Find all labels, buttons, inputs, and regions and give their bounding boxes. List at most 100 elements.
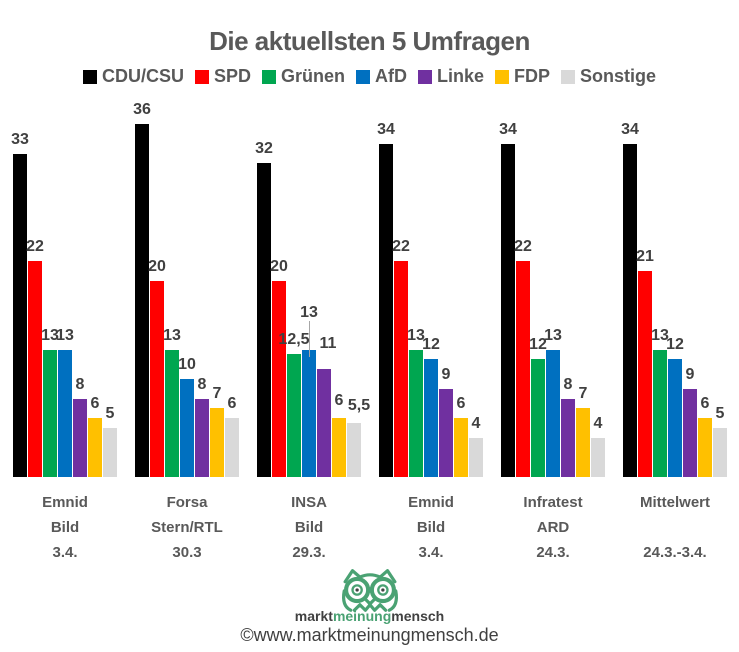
x-label-line: Forsa [166, 494, 208, 511]
bar-value-label: 6 [334, 392, 344, 409]
bar-fdp: 6 [88, 396, 102, 477]
chart-legend: CDU/CSU SPD Grünen AfD Linke FDP Sonstige [0, 66, 739, 87]
bar-value-label: 20 [148, 258, 166, 275]
legend-item-cdu-csu: CDU/CSU [82, 66, 184, 87]
bar-value-label: 4 [471, 415, 481, 432]
bar-value-label: 20 [270, 258, 288, 275]
bar-cdu-csu: 33 [11, 132, 29, 477]
bar-value-label: 13 [56, 327, 74, 344]
bar-group-insa-3: 32 20 12,5 13 11 6 5,5 [255, 141, 370, 477]
bar-group-emnid-1: 33 22 13 13 8 6 5 [11, 132, 117, 477]
bar-afd: 13 [300, 305, 318, 477]
bar-value-label: 9 [441, 366, 451, 383]
bar-fdp: 7 [210, 386, 224, 477]
bar-value-label: 6 [90, 395, 100, 412]
bar-chart: 33 22 13 13 8 6 5 36 20 13 10 8 7 6 32 20 12,5 13 11 6 5,5 34… [0, 99, 739, 477]
legend-item-fdp: FDP [495, 66, 550, 87]
x-label-line: 3.4. [418, 544, 444, 561]
x-label-line: INSA [291, 494, 327, 511]
x-label-emnid-4: Emnid Bild 3.4. [379, 490, 483, 565]
bar-fdp: 6 [332, 393, 346, 477]
bar-value-label: 11 [319, 335, 337, 352]
x-label-forsa-2: Forsa Stern/RTL 30.3 [135, 490, 239, 565]
x-label-line: 30.3 [172, 544, 202, 561]
bar-group-emnid-4: 34 22 13 12 9 6 4 [377, 122, 483, 477]
bar-value-label: 5 [715, 405, 725, 422]
x-label-line: Infratest [523, 494, 583, 511]
bar-fdp: 7 [576, 386, 590, 477]
poll-chart-page: Die aktuellsten 5 Umfragen CDU/CSU SPD Grü… [0, 26, 739, 652]
chart-title: Die aktuellsten 5 Umfragen [209, 26, 530, 56]
bar-gr-nen: 13 [41, 328, 59, 477]
bar-spd: 22 [26, 239, 44, 477]
legend-swatch-icon [418, 69, 432, 84]
bar-value-label: 22 [26, 238, 44, 255]
bar-linke: 11 [317, 336, 336, 477]
bar-value-label: 13 [300, 304, 318, 321]
bar-linke: 9 [439, 367, 453, 477]
x-label-line: Bild [416, 519, 446, 536]
bar-value-label: 13 [651, 327, 669, 344]
bar-fdp: 6 [454, 396, 468, 477]
x-label-line [623, 515, 727, 540]
x-label-line: Bild [50, 519, 80, 536]
bar-afd: 12 [666, 337, 684, 477]
bar-group-forsa-2: 36 20 13 10 8 7 6 [133, 102, 239, 477]
legend-swatch-icon [82, 69, 97, 84]
brand-part-mensch: mensch [391, 608, 445, 624]
bar-value-label: 9 [685, 366, 695, 383]
x-label-line: ARD [536, 519, 570, 536]
bar-value-label: 33 [11, 131, 29, 148]
legend-item-linke: Linke [418, 66, 484, 87]
bar-afd: 13 [544, 328, 562, 477]
brand-wordmark: marktmeinungmensch [0, 608, 739, 624]
x-label-line: Emnid [408, 494, 454, 511]
bar-value-label: 36 [133, 101, 151, 118]
legend-item-sonstige: Sonstige [561, 66, 656, 87]
legend-label: Grünen [280, 66, 345, 86]
x-label-line: 29.3. [292, 544, 326, 561]
bar-value-label: 10 [178, 356, 196, 373]
bar-group-infratest-5: 34 22 12 13 8 7 4 [499, 122, 605, 477]
brand-part-markt: markt [294, 608, 333, 624]
label-leader-line [309, 321, 310, 357]
bar-sonstige: 5 [713, 406, 727, 477]
legend-swatch-icon [561, 69, 576, 84]
x-label-line: Stern/RTL [151, 519, 223, 536]
bar-sonstige: 4 [469, 416, 483, 477]
bar-spd: 20 [148, 259, 166, 477]
bar-value-label: 12 [529, 336, 547, 353]
bar-spd: 20 [270, 259, 288, 477]
footer: marktmeinungmensch ©www.marktmeinungmens… [0, 567, 739, 646]
legend-swatch-icon [194, 69, 209, 84]
bar-cdu-csu: 34 [621, 122, 639, 477]
legend-swatch-icon [261, 69, 276, 84]
bar-value-label: 6 [456, 395, 466, 412]
bar-fdp: 6 [698, 396, 712, 477]
bar-value-label: 8 [197, 376, 207, 393]
bar-gr-nen: 13 [651, 328, 669, 477]
bar-afd: 10 [178, 357, 196, 477]
bar-value-label: 5,5 [347, 397, 371, 414]
bar-gr-nen: 13 [163, 328, 181, 477]
bar-sonstige: 5 [103, 406, 117, 477]
legend-swatch-icon [495, 69, 510, 84]
legend-item-gr-nen: Grünen [261, 66, 345, 87]
bar-value-label: 6 [227, 395, 237, 412]
x-label-mittelwert-6: Mittelwert 24.3.-3.4. [623, 490, 727, 565]
bar-spd: 22 [392, 239, 410, 477]
legend-label: SPD [213, 66, 251, 86]
owl-logo-icon [341, 569, 398, 612]
bar-cdu-csu: 34 [499, 122, 517, 477]
bar-value-label: 34 [377, 121, 395, 138]
bar-value-label: 12,5 [278, 331, 310, 348]
bar-group-mittelwert-6: 34 21 13 12 9 6 5 [621, 122, 727, 477]
legend-label: FDP [514, 66, 551, 86]
bar-value-label: 7 [212, 385, 222, 402]
bar-linke: 9 [683, 367, 697, 477]
x-label-line: Bild [294, 519, 324, 536]
bar-value-label: 12 [666, 336, 684, 353]
bar-sonstige: 5,5 [347, 398, 370, 477]
bar-value-label: 6 [700, 395, 710, 412]
legend-swatch-icon [356, 69, 370, 84]
